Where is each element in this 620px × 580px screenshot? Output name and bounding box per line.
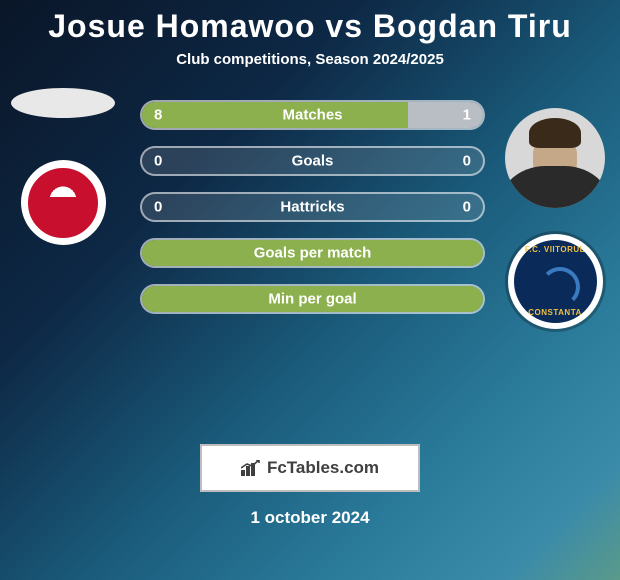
stat-label: Goals <box>292 153 334 170</box>
player-photo-placeholder-left <box>11 88 115 118</box>
stat-value-left: 8 <box>154 107 162 124</box>
chart-icon <box>241 460 261 476</box>
viitorul-logo-bottom-text: CONSTANTA <box>528 308 582 317</box>
viitorul-logo-top-text: F.C. VIITORUL <box>525 245 585 254</box>
comparison-card: Josue Homawoo vs Bogdan Tiru Club compet… <box>0 0 620 580</box>
comparison-arena: F.C. VIITORUL CONSTANTA 8 1 Matches 0 0 Goals… <box>0 102 620 362</box>
left-player-column <box>8 88 118 245</box>
stat-value-left: 0 <box>154 199 162 216</box>
right-player-column: F.C. VIITORUL CONSTANTA <box>500 108 610 329</box>
stat-label: Hattricks <box>280 199 344 216</box>
viitorul-logo-icon <box>534 261 576 303</box>
player-photo-right <box>505 108 605 208</box>
stat-label: Matches <box>282 107 342 124</box>
left-club-badge <box>21 160 106 245</box>
stat-label: Goals per match <box>254 245 372 262</box>
date-label: 1 october 2024 <box>250 508 369 528</box>
stat-fill-right <box>408 102 483 128</box>
stat-bar: 0 0 Hattricks <box>140 192 485 222</box>
right-club-badge: F.C. VIITORUL CONSTANTA <box>508 234 603 329</box>
dinamo-logo-icon <box>28 168 98 238</box>
stat-value-right: 1 <box>463 107 471 124</box>
stat-bar: 8 1 Matches <box>140 100 485 130</box>
stat-label: Min per goal <box>268 291 356 308</box>
stat-value-left: 0 <box>154 153 162 170</box>
stat-value-right: 0 <box>463 199 471 216</box>
fctables-watermark: FcTables.com <box>200 444 420 492</box>
stat-value-right: 0 <box>463 153 471 170</box>
stat-fill-left <box>142 102 408 128</box>
watermark-label: FcTables.com <box>267 458 379 478</box>
stat-bar: 0 0 Goals <box>140 146 485 176</box>
stat-bar: Goals per match <box>140 238 485 268</box>
stat-bar: Min per goal <box>140 284 485 314</box>
subtitle: Club competitions, Season 2024/2025 <box>176 51 444 68</box>
page-title: Josue Homawoo vs Bogdan Tiru <box>48 8 571 45</box>
stat-bars: 8 1 Matches 0 0 Goals 0 0 Hattricks Goals per mat… <box>140 100 485 314</box>
